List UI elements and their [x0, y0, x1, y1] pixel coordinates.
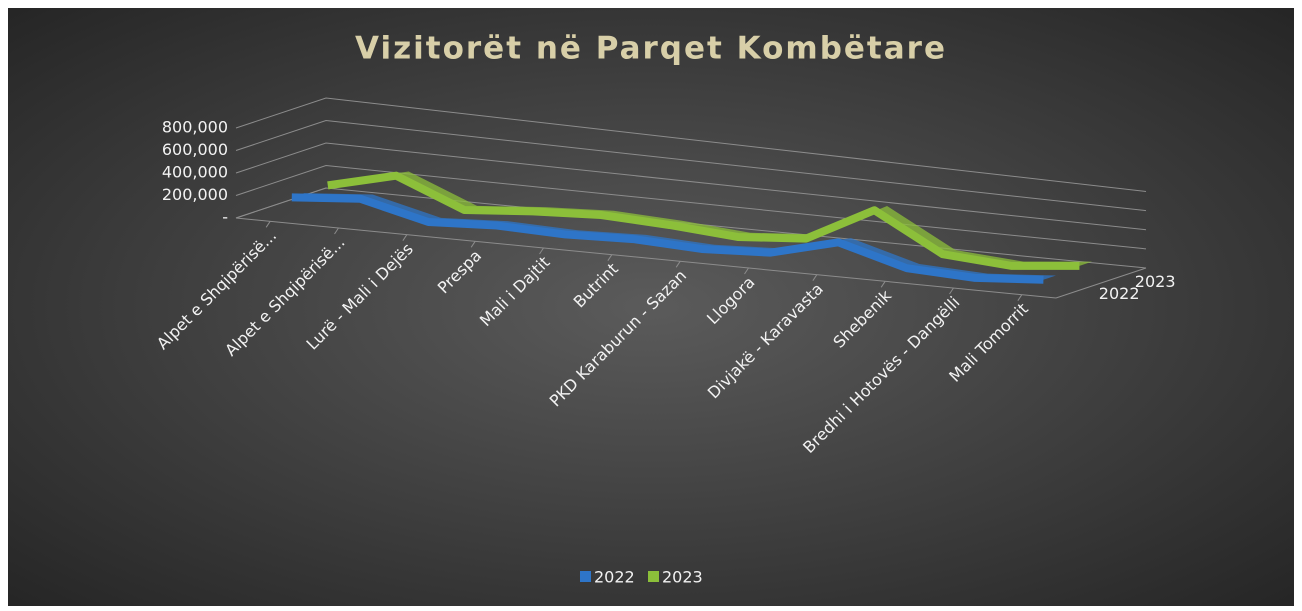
y-tick-label: -	[222, 208, 228, 227]
x-tick	[607, 254, 613, 261]
grid-line	[235, 142, 1147, 231]
y-tick-label: 200,000	[162, 185, 228, 204]
x-tick	[470, 241, 476, 248]
x-tick	[675, 261, 681, 268]
y-tick-label: 800,000	[162, 118, 228, 137]
legend-swatch	[648, 571, 659, 582]
chart: Vizitorët në Parqet Kombëtare - 200,000 40…	[8, 8, 1294, 606]
grid-line	[235, 97, 1147, 192]
axis-line	[1055, 267, 1147, 299]
x-tick	[880, 281, 886, 288]
depth-label: 2022	[1099, 284, 1140, 303]
x-tick	[949, 287, 954, 295]
depth-label: 2023	[1135, 272, 1176, 291]
axis-line	[235, 217, 1057, 299]
chart-background	[8, 8, 1294, 606]
x-tick	[744, 267, 749, 275]
grid-line	[235, 164, 1147, 250]
x-tick	[539, 247, 544, 255]
x-tick	[812, 274, 818, 281]
x-tick	[265, 221, 271, 228]
x-tick	[334, 227, 339, 235]
x-tick	[1017, 294, 1023, 301]
chart-title: Vizitorët në Parqet Kombëtare	[355, 31, 947, 67]
legend-label: 2022	[594, 568, 635, 587]
legend-label: 2023	[662, 568, 703, 587]
y-tick-label: 400,000	[162, 163, 228, 182]
y-tick-label: 600,000	[162, 140, 228, 159]
legend-swatch	[580, 571, 591, 582]
grid-line	[235, 187, 1147, 269]
grid-line	[235, 119, 1147, 212]
line	[291, 193, 1044, 284]
x-tick	[402, 234, 408, 241]
line	[327, 171, 1080, 270]
